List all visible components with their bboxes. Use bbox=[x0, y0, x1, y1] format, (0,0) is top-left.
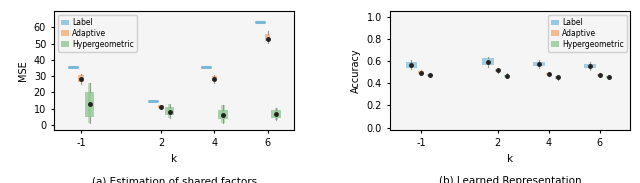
X-axis label: k: k bbox=[508, 154, 513, 164]
Y-axis label: MSE: MSE bbox=[18, 60, 28, 81]
Text: (a) Estimation of shared factors: (a) Estimation of shared factors bbox=[92, 176, 257, 183]
Legend: Label, Adaptive, Hypergeometric: Label, Adaptive, Hypergeometric bbox=[548, 15, 627, 52]
Text: (b) Learned Representation: (b) Learned Representation bbox=[439, 176, 582, 183]
Y-axis label: Accuracy: Accuracy bbox=[351, 48, 361, 93]
X-axis label: k: k bbox=[172, 154, 177, 164]
Legend: Label, Adaptive, Hypergeometric: Label, Adaptive, Hypergeometric bbox=[58, 15, 137, 52]
